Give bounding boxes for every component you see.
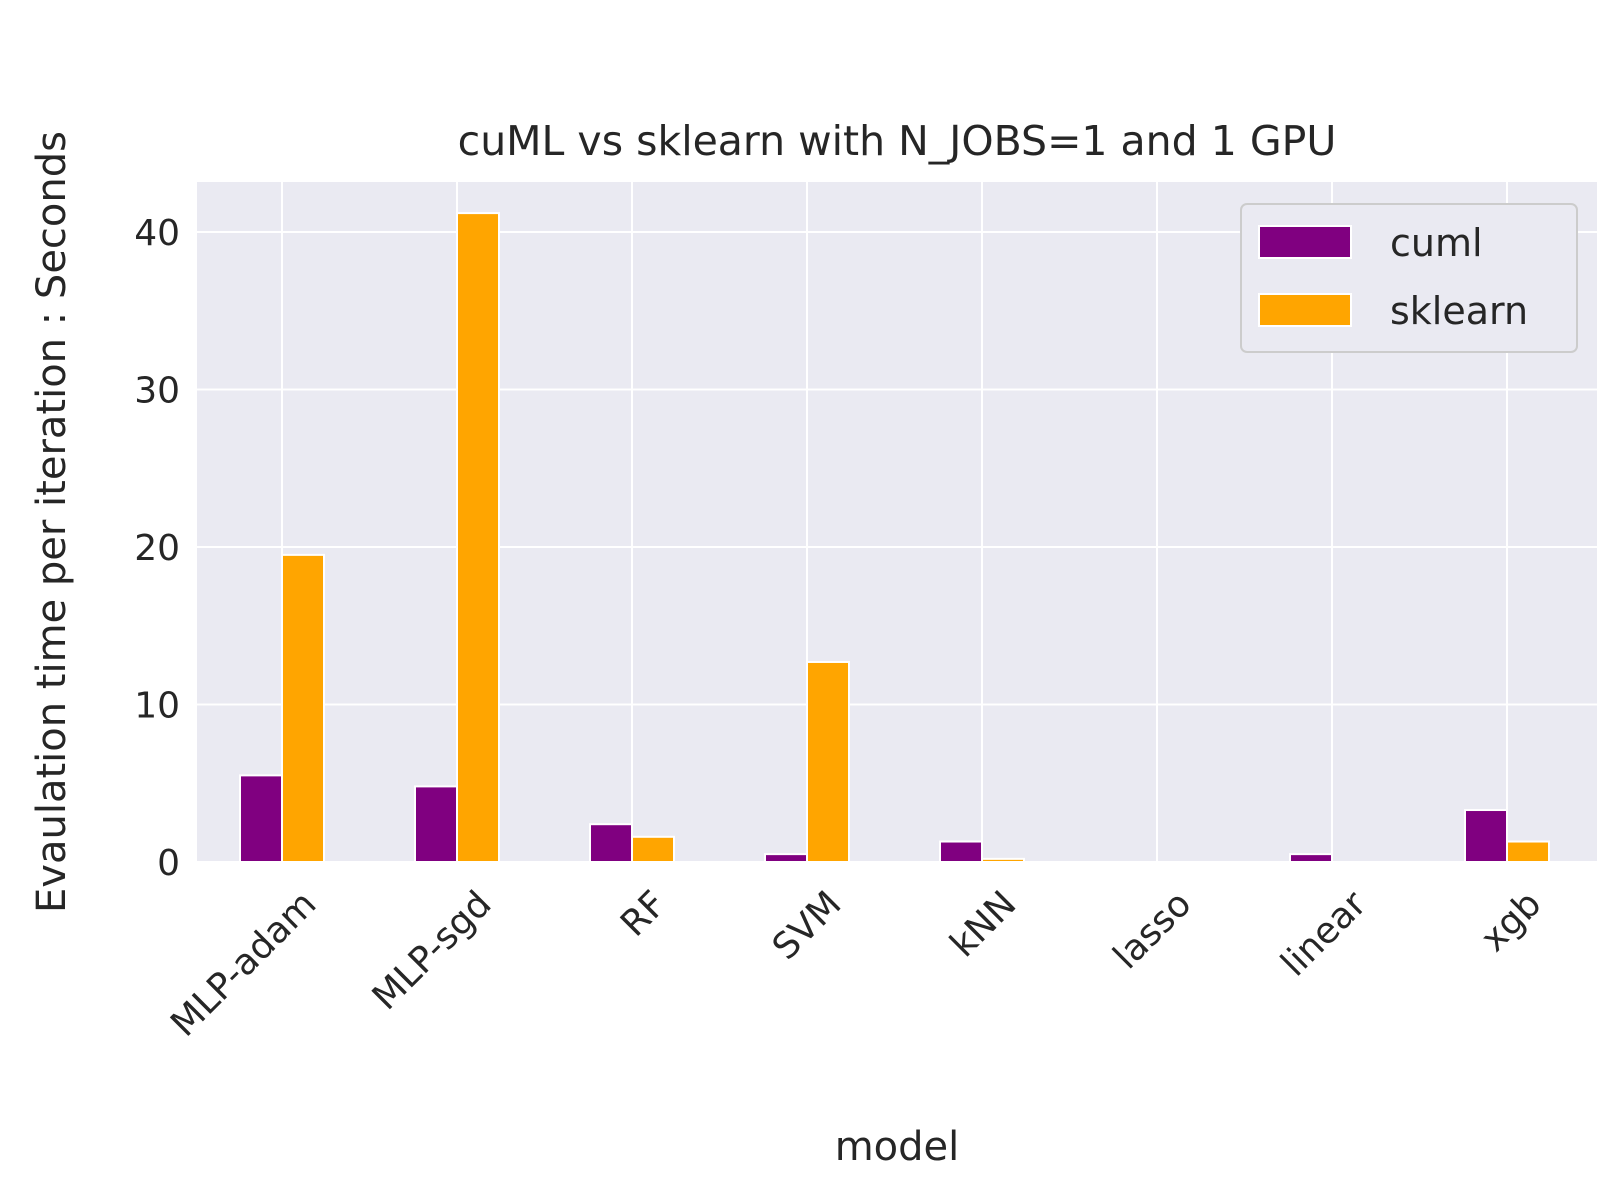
legend-label-cuml: cuml xyxy=(1390,221,1483,265)
x-tick-label: SVM xyxy=(765,883,850,968)
x-tick-labels: MLP-adam MLP-sgd RF SVM kNN lasso linear xgb xyxy=(163,883,1549,1044)
bar-cuml-rf xyxy=(589,823,633,864)
legend-swatch-cuml xyxy=(1258,225,1352,259)
bar-cuml-mlp-adam xyxy=(239,774,283,863)
y-tick-label: 0 xyxy=(157,843,180,884)
x-tick-label: MLP-sgd xyxy=(365,883,500,1018)
y-tick-label: 20 xyxy=(134,528,180,569)
bar-cuml-knn xyxy=(939,840,983,864)
y-tick-labels: 0 10 20 30 40 xyxy=(134,213,180,884)
grid-lines xyxy=(197,182,1597,863)
bar-cuml-linear xyxy=(1289,853,1333,863)
y-axis-label: Evaulation time per iteration : Seconds xyxy=(29,131,75,913)
x-tick-label: xgb xyxy=(1473,883,1549,959)
x-axis-label: model xyxy=(835,1124,960,1170)
x-tick-label: MLP-adam xyxy=(163,883,324,1044)
y-tick-label: 10 xyxy=(134,686,180,727)
chart-title: cuML vs sklearn with N_JOBS=1 and 1 GPU xyxy=(458,117,1337,165)
bar-cuml-xgb xyxy=(1464,809,1508,864)
x-tick-label: lasso xyxy=(1106,883,1200,977)
bar-sklearn-mlp-adam xyxy=(281,553,325,863)
bar-sklearn-rf xyxy=(631,835,675,863)
bar-sklearn-svm xyxy=(806,660,850,863)
x-tick-label: linear xyxy=(1273,883,1374,984)
bar-cuml-mlp-sgd xyxy=(414,785,458,864)
bar-sklearn-xgb xyxy=(1506,840,1550,864)
legend-swatch-sklearn xyxy=(1258,293,1352,327)
legend-label-sklearn: sklearn xyxy=(1390,289,1528,333)
x-tick-label: RF xyxy=(613,883,674,944)
bar-cuml-svm xyxy=(764,853,808,863)
bar-sklearn-knn xyxy=(981,857,1025,863)
bar-sklearn-mlp-sgd xyxy=(456,212,500,864)
y-tick-label: 40 xyxy=(134,213,180,254)
x-tick-label: kNN xyxy=(943,883,1025,965)
y-tick-label: 30 xyxy=(134,371,180,412)
bars xyxy=(239,212,1550,864)
legend: cuml sklearn xyxy=(1240,203,1578,353)
